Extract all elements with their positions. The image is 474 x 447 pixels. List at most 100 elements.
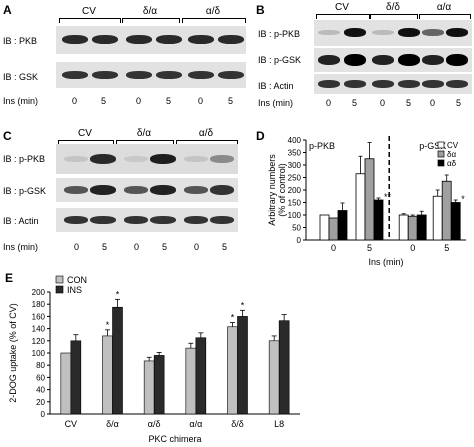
bar [102, 335, 113, 415]
lane-label: 5 [352, 98, 358, 108]
row-label-pkb: IB : PKB [3, 36, 38, 46]
panel-d: D 0 50 100 150 200 250 300 350 400 Arbitrary numb… [252, 128, 474, 270]
y-tick-label: 100 [288, 211, 302, 220]
bar [441, 180, 452, 241]
y-tick-label: 100 [32, 349, 46, 358]
lane-label: 0 [430, 98, 436, 108]
y-tick-label: 120 [32, 337, 46, 346]
group-label-1: CV [335, 2, 349, 13]
bar [70, 340, 82, 415]
lane-label: 5 [162, 242, 168, 252]
ins-label: Ins (min) [3, 96, 39, 106]
y-tick-label: 140 [32, 325, 46, 334]
x-axis-label: Ins (min) [368, 257, 403, 267]
significance-marker: * [231, 313, 235, 323]
legend-label: CV [447, 141, 459, 150]
panel-c: C CV δ/α α/δ IB : p-PKB IB : p-GSK IB : … [0, 128, 250, 270]
bar [237, 316, 248, 415]
panel-b: B CV δ/δ α/α IB : p-PKB IB : p-GSK IB : … [252, 0, 474, 128]
ins-label: Ins (min) [258, 98, 294, 108]
x-axis-label: PKC chimera [148, 434, 201, 444]
y-tick-label: 50 [292, 224, 301, 233]
x-tick-label: 0 [410, 243, 415, 253]
bracket-group-3 [182, 18, 246, 23]
significance-marker: * [461, 194, 465, 204]
subplot-title: p-PKB [309, 141, 335, 151]
x-tick-label: α/α [189, 419, 202, 429]
lane-label: 0 [134, 242, 140, 252]
bracket-group-2 [122, 18, 180, 23]
x-tick-label: CV [65, 419, 78, 429]
blot-pkb [56, 26, 246, 54]
blot-actin [56, 208, 238, 232]
y-tick-label: 150 [288, 199, 302, 208]
blot-gsk [56, 62, 246, 88]
y-tick-label: 40 [36, 386, 45, 395]
y-tick-label: 400 [288, 136, 302, 145]
legend-swatch [437, 159, 445, 167]
y-tick-label: 60 [36, 373, 45, 382]
significance-marker: * [106, 320, 110, 330]
y-tick-label: 300 [288, 161, 302, 170]
group-label-2: δ/α [136, 128, 152, 139]
legend-swatch [55, 285, 64, 294]
row-label-actin: IB : Actin [258, 81, 294, 91]
y-tick-label: 0 [297, 236, 302, 245]
y-tick-label: 80 [36, 361, 45, 370]
y-tick-label: 20 [36, 398, 45, 407]
group-label-2: δ/δ [386, 2, 400, 13]
x-tick-label: L8 [274, 419, 284, 429]
y-tick-label: 350 [288, 149, 302, 158]
y-tick-label: 0 [41, 410, 46, 419]
bar [185, 347, 197, 415]
blot-p-gsk [314, 48, 472, 72]
y-tick-label: 250 [288, 174, 302, 183]
legend-label: αδ [447, 159, 457, 168]
bracket-group-1 [58, 140, 114, 145]
row-label-p-gsk: IB : p-GSK [258, 55, 302, 65]
chart-e: 0 20 40 60 80 100 120 140 160 180 200 2-DOG uptake … [8, 275, 300, 444]
bar [416, 214, 427, 241]
panel-label: D [256, 129, 265, 143]
legend-swatch [437, 141, 445, 149]
row-label-p-pkb: IB : p-PKB [258, 29, 301, 39]
group-label-3: α/δ [198, 128, 214, 139]
bar [112, 306, 123, 415]
legend-label: CON [67, 275, 87, 285]
y-tick-label: 160 [32, 312, 46, 321]
lane-label: 0 [74, 242, 80, 252]
lane-label: 5 [222, 242, 228, 252]
group-label-1: CV [78, 128, 92, 139]
significance-marker: ** [384, 192, 392, 202]
lane-label: 0 [198, 96, 204, 106]
panel-label: A [3, 3, 12, 17]
bar [328, 217, 339, 241]
panel-a: A CV δ/α α/δ IB : PKB IB : GSK Ins (min)… [0, 0, 250, 128]
x-tick-label: α/δ [148, 419, 161, 429]
bar [60, 352, 72, 415]
y-tick-label: 180 [32, 300, 46, 309]
legend-swatch [55, 275, 64, 284]
lane-label: 0 [72, 96, 78, 106]
bracket-group-2 [116, 140, 174, 145]
subplot-title: p-GSK [419, 141, 446, 151]
legend-swatch [437, 150, 445, 158]
x-tick-label: 5 [367, 243, 372, 253]
bracket-group-3 [176, 140, 238, 145]
row-label-p-gsk: IB : p-GSK [3, 186, 47, 196]
lane-label: 5 [456, 98, 462, 108]
significance-marker: * [241, 300, 245, 310]
blot-p-pkb [56, 144, 238, 174]
lane-label: 5 [406, 98, 412, 108]
legend-label: δα [447, 150, 456, 159]
panel-label: B [256, 3, 265, 17]
significance-marker: * [116, 289, 120, 299]
bracket-group-1 [59, 18, 121, 23]
bar [450, 202, 461, 241]
panel-e: E 0 20 40 60 80 100 120 140 160 180 200 2-DOG uptak… [0, 270, 474, 447]
lane-label: 5 [101, 96, 107, 106]
x-tick-label: δ/δ [231, 419, 244, 429]
panel-label: E [5, 271, 14, 285]
x-tick-label: 5 [444, 243, 449, 253]
